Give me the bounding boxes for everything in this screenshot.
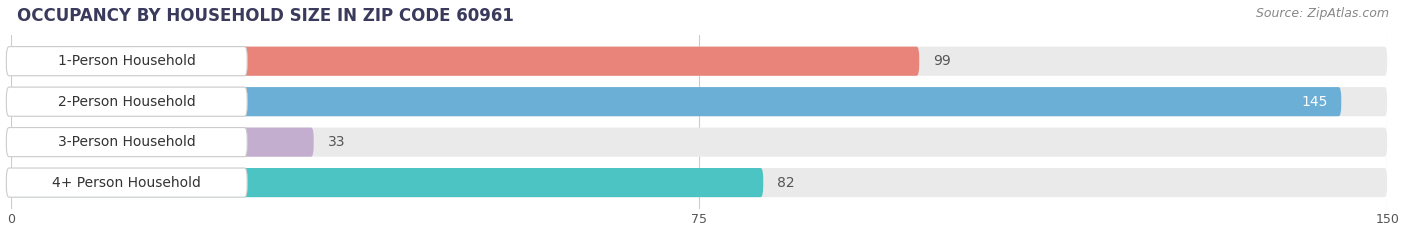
Text: 82: 82 bbox=[778, 176, 794, 190]
Text: 99: 99 bbox=[934, 54, 950, 68]
Text: Source: ZipAtlas.com: Source: ZipAtlas.com bbox=[1256, 7, 1389, 20]
Text: 33: 33 bbox=[328, 135, 344, 149]
Text: 3-Person Household: 3-Person Household bbox=[58, 135, 195, 149]
FancyBboxPatch shape bbox=[7, 87, 247, 116]
FancyBboxPatch shape bbox=[7, 47, 247, 76]
FancyBboxPatch shape bbox=[11, 47, 920, 76]
FancyBboxPatch shape bbox=[11, 168, 1388, 197]
Text: 4+ Person Household: 4+ Person Household bbox=[52, 176, 201, 190]
FancyBboxPatch shape bbox=[11, 87, 1388, 116]
FancyBboxPatch shape bbox=[7, 127, 247, 157]
FancyBboxPatch shape bbox=[11, 47, 1388, 76]
FancyBboxPatch shape bbox=[11, 87, 1341, 116]
Text: OCCUPANCY BY HOUSEHOLD SIZE IN ZIP CODE 60961: OCCUPANCY BY HOUSEHOLD SIZE IN ZIP CODE … bbox=[17, 7, 513, 25]
FancyBboxPatch shape bbox=[11, 127, 1388, 157]
FancyBboxPatch shape bbox=[11, 168, 763, 197]
Text: 2-Person Household: 2-Person Household bbox=[58, 95, 195, 109]
FancyBboxPatch shape bbox=[7, 168, 247, 197]
FancyBboxPatch shape bbox=[11, 127, 314, 157]
Text: 145: 145 bbox=[1301, 95, 1327, 109]
Text: 1-Person Household: 1-Person Household bbox=[58, 54, 195, 68]
